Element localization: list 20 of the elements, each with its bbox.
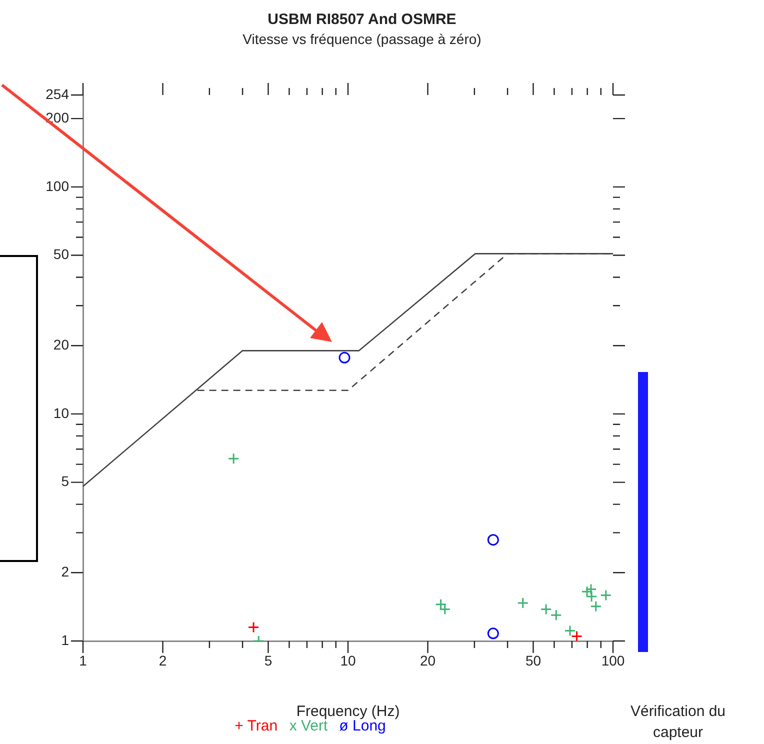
y-tick-label: 2 bbox=[61, 564, 70, 580]
y-tick-label: 254 bbox=[46, 86, 70, 102]
x-tick-label: 1 bbox=[79, 652, 88, 668]
x-axis-title: Frequency (Hz) bbox=[296, 703, 400, 720]
x-tick-label: 100 bbox=[601, 652, 625, 668]
y-tick-label: 1 bbox=[61, 632, 70, 648]
chart-title: USBM RI8507 And OSMRE bbox=[268, 11, 456, 28]
x-tick-label: 2 bbox=[158, 652, 167, 668]
x-tick-label: 20 bbox=[420, 652, 436, 668]
chart-subtitle: Vitesse vs fréquence (passage à zéro) bbox=[242, 30, 482, 47]
x-tick-label: 10 bbox=[340, 652, 356, 668]
x-tick-label: 50 bbox=[525, 652, 542, 668]
text: + Tran bbox=[234, 718, 278, 735]
y-tick-label: 100 bbox=[46, 178, 70, 194]
x-tick-label: 5 bbox=[264, 652, 272, 668]
text: Vérification du capteur bbox=[630, 703, 726, 742]
y-tick-label: 5 bbox=[61, 473, 70, 490]
y-tick-label: 10 bbox=[53, 404, 70, 421]
y-tick-label: 50 bbox=[53, 246, 70, 262]
y-tick-label: 20 bbox=[53, 336, 70, 352]
